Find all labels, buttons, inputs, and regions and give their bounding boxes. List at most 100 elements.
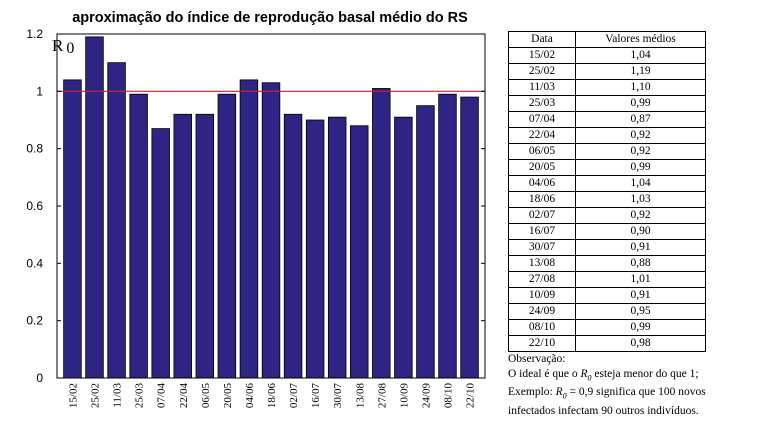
x-tick-label: 22/10: [465, 383, 477, 409]
bar: [350, 125, 369, 379]
bar-chart: 15/02 25/02 11/03 25/03 07/04 22/04 06/05 20/05…: [26, 27, 486, 409]
table-cell-value: 0,92: [575, 143, 706, 160]
table-cell-value: 1,10: [575, 79, 706, 96]
note-text: O ideal é que o: [508, 367, 581, 380]
table-cell-value: 1,04: [575, 47, 706, 64]
table-header-row: Data Valores médios: [508, 31, 706, 48]
note-text: esteja menor do que 1;: [591, 367, 699, 380]
table-row: 16/07 0,90: [508, 223, 706, 240]
bar: [261, 82, 281, 379]
table-row: 15/02 1,04: [508, 47, 706, 64]
table-row: 18/06 1,03: [508, 191, 706, 208]
x-tick-label: 08/10: [442, 383, 454, 409]
table-row: 24/09 0,95: [508, 303, 706, 320]
x-tick-label: 11/03: [112, 383, 124, 408]
plot-frame: [56, 33, 486, 379]
r0-symbol: R0: [555, 386, 567, 401]
bar: [438, 93, 457, 379]
table-cell-value: 0,91: [575, 287, 706, 304]
table-cell-date: 22/10: [508, 335, 576, 352]
note-text: Exemplo:: [508, 386, 556, 399]
y-tick-label: 0.8: [26, 142, 43, 156]
x-tick-label: 06/05: [200, 383, 212, 409]
y-axis-label-symbol: R: [52, 36, 64, 55]
table-cell-date: 18/06: [508, 191, 576, 208]
table-header-date: Data: [508, 31, 576, 48]
table-cell-value: 1,19: [575, 63, 706, 80]
table-row: 07/04 0,87: [508, 111, 706, 128]
bar: [239, 79, 259, 379]
table-cell-value: 0,91: [575, 239, 706, 256]
x-tick-label: 30/07: [332, 383, 344, 409]
table-cell-value: 0,88: [575, 255, 706, 272]
x-tick-label: 10/09: [398, 383, 410, 409]
table-cell-date: 11/03: [508, 79, 576, 96]
x-tick-label: 13/08: [354, 383, 366, 409]
table-header-values: Valores médios: [575, 31, 706, 48]
table-row: 27/08 1,01: [508, 271, 706, 288]
y-tick-label: 0: [36, 371, 43, 385]
y-tick-label: 1: [36, 84, 43, 98]
bar: [217, 93, 237, 379]
bar: [305, 119, 325, 379]
table-cell-date: 04/06: [508, 175, 576, 192]
table-cell-date: 13/08: [508, 255, 576, 272]
table-row: 25/02 1,19: [508, 63, 706, 80]
table-cell-value: 0,90: [575, 223, 706, 240]
r0-symbol: R0: [580, 367, 592, 382]
x-tick-label: 25/03: [134, 383, 146, 409]
bar: [129, 93, 148, 379]
table-row: 30/07 0,91: [508, 239, 706, 256]
table-cell-date: 22/04: [508, 127, 576, 144]
bar: [283, 113, 303, 379]
table-cell-value: 0,87: [575, 111, 706, 128]
table-row: 22/04 0,92: [508, 127, 706, 144]
note-heading: Observação:: [508, 353, 566, 365]
bar: [372, 88, 391, 379]
x-tick-label: 25/02: [90, 383, 102, 408]
table-cell-value: 0,98: [575, 335, 706, 352]
y-tick-label: 0.2: [26, 314, 43, 328]
table-cell-value: 1,04: [575, 175, 706, 192]
table-cell-date: 20/05: [508, 159, 576, 176]
note-line-2: Exemplo: R0 = 0,9 significa que 100 novo…: [508, 385, 760, 404]
x-tick-label: 22/04: [178, 383, 190, 409]
bar: [151, 128, 170, 379]
table-cell-date: 16/07: [508, 223, 576, 240]
table-cell-value: 0,99: [575, 95, 706, 112]
y-tick-label: 1.2: [26, 27, 43, 41]
y-tick-label: 0.4: [26, 256, 43, 270]
table-cell-value: 0,95: [575, 303, 706, 320]
table-row: 25/03 0,99: [508, 95, 706, 112]
table-cell-value: 1,03: [575, 191, 706, 208]
table-cell-date: 06/05: [508, 143, 576, 160]
bar: [394, 116, 413, 379]
table-row: 11/03 1,10: [508, 79, 706, 96]
bar: [327, 116, 347, 379]
table-row: 02/07 0,92: [508, 207, 706, 224]
table-row: 10/09 0,91: [508, 287, 706, 304]
table-row: 06/05 0,92: [508, 143, 706, 160]
note-line-1: O ideal é que o R0 esteja menor do que 1…: [508, 367, 760, 386]
note-text: = 0,9 significa que 100 novos: [566, 386, 706, 399]
x-tick-label: 07/04: [156, 383, 168, 409]
bar: [416, 105, 435, 379]
x-tick-label: 18/06: [266, 383, 278, 409]
x-tick-label: 27/08: [376, 383, 388, 409]
x-tick-label: 15/02: [67, 383, 79, 408]
observation-note: Observação: O ideal é que o R0 esteja me…: [508, 352, 760, 419]
x-tick-label: 20/05: [222, 383, 234, 409]
table-cell-value: 1,01: [575, 271, 706, 288]
x-tick-label: 04/06: [244, 383, 256, 409]
x-tick-label: 02/07: [288, 383, 300, 409]
table-cell-date: 02/07: [508, 207, 576, 224]
table-cell-date: 27/08: [508, 271, 576, 288]
table-row: 22/10 0,98: [508, 335, 706, 352]
table-cell-date: 24/09: [508, 303, 576, 320]
bar: [107, 62, 126, 379]
table-cell-date: 30/07: [508, 239, 576, 256]
y-tick-label: 0.6: [26, 199, 43, 213]
bar: [173, 113, 192, 379]
bar: [460, 96, 479, 379]
